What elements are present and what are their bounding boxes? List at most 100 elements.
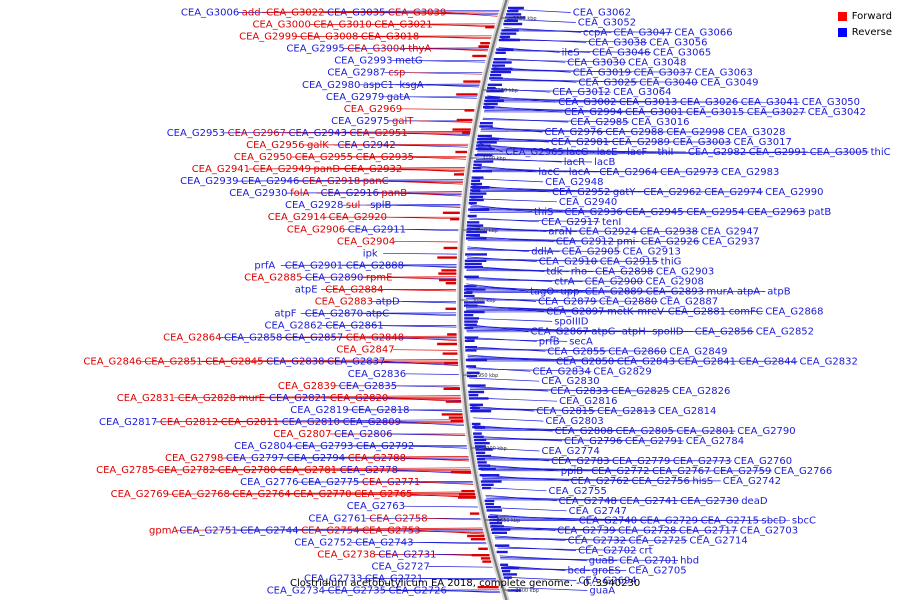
forward-feature — [478, 45, 489, 47]
gene-label: CEA_G2975 — [331, 116, 389, 127]
gene-label: atpE — [295, 285, 318, 296]
gene-label: CEA_G2705 — [628, 566, 686, 577]
forward-feature — [446, 282, 456, 284]
gene-label: CEA_G2861 — [325, 321, 383, 332]
connector-line — [471, 199, 557, 202]
kbp-tick-label: 2850 kbp — [497, 518, 521, 524]
forward-feature — [450, 218, 459, 220]
gene-label: CEA_G2794 — [287, 453, 345, 464]
gene-label: CEA_G2778 — [340, 465, 398, 476]
gene-label: panC — [363, 176, 389, 187]
gene-label: CEA_G2751 — [179, 525, 237, 536]
gene-label: CEA_G2797 — [226, 453, 284, 464]
connector-line — [405, 374, 459, 375]
gene-label: CEA_G2791 — [625, 436, 683, 447]
forward-feature — [442, 413, 463, 415]
legend-item-reverse: Reverse — [838, 24, 892, 40]
reverse-feature — [465, 336, 479, 338]
reverse-feature — [464, 314, 473, 316]
reverse-feature — [464, 304, 478, 306]
gene-label: CEA_G2973 — [660, 167, 718, 178]
gene-label: CEA_G2837 — [327, 357, 385, 368]
gene-label: mreV — [637, 307, 664, 318]
gene-label: CEA_G2771 — [362, 477, 420, 488]
gene-label: CEA_G2738 — [317, 549, 375, 560]
gene-label: CEA_G2916 — [321, 188, 379, 199]
gene-label: CEA_G3018 — [361, 32, 419, 43]
gene-label: CEA_G2839 — [278, 381, 336, 392]
gene-label: CEA_G2942 — [337, 140, 395, 151]
gene-label: CEA_G2950 — [234, 152, 292, 163]
reverse-feature — [501, 29, 518, 31]
gene-label: thiC — [871, 147, 891, 158]
connector-line — [383, 253, 457, 254]
gene-label: CEA_G2868 — [765, 307, 823, 318]
forward-feature — [446, 400, 461, 402]
reverse-feature — [466, 365, 476, 367]
reverse-feature — [487, 509, 502, 511]
gene-label: CEA_G2914 — [268, 212, 326, 223]
gene-label: CEA_G2804 — [234, 441, 292, 452]
gene-label: CEA_G2974 — [704, 187, 762, 198]
gene-label: comFC — [729, 307, 763, 318]
gene-label: CEA_G2731 — [378, 549, 436, 560]
reverse-feature — [489, 77, 503, 79]
forward-feature — [478, 548, 488, 550]
connector-line — [510, 9, 571, 12]
reverse-feature — [492, 532, 507, 534]
gene-label: CEA_G2911 — [348, 224, 406, 235]
gene-label: patB — [808, 207, 831, 218]
legend-label-reverse: Reverse — [852, 27, 892, 38]
gene-label: CEA_G3004 — [347, 44, 405, 55]
kbp-tick-label: 3000 kbp — [472, 298, 496, 304]
gene-label: CEA_G2884 — [325, 285, 383, 296]
gene-label: folA — [290, 188, 309, 199]
gene-label: CEA_G2851 — [144, 357, 202, 368]
forward-feature — [454, 173, 464, 175]
reverse-feature — [476, 148, 495, 150]
gene-label: CEA_G2756 — [632, 476, 690, 487]
reverse-feature — [490, 74, 501, 76]
reverse-feature — [481, 484, 493, 486]
reverse-feature — [501, 32, 517, 34]
gene-label: CEA_G2788 — [348, 453, 406, 464]
gene-label: CEA_G3039 — [388, 8, 446, 19]
gene-label: CEA_G3021 — [374, 20, 432, 31]
reverse-feature — [471, 180, 480, 182]
reverse-feature — [464, 288, 485, 290]
kbp-tick-label: 2950 kbp — [475, 373, 499, 379]
gene-label: CEA_G2810 — [282, 417, 340, 428]
gene-label: CEA_G2937 — [702, 237, 760, 248]
gene-label: CEA_G2955 — [295, 152, 353, 163]
gene-label: CEA_G2990 — [765, 187, 823, 198]
gene-label: spoIID — [652, 326, 684, 337]
gene-label: metK — [607, 307, 634, 318]
gene-label: CEA_G2954 — [686, 207, 744, 218]
gene-label: CEA_G3006 — [181, 8, 239, 19]
reverse-feature — [465, 266, 484, 268]
forward-feature — [453, 128, 471, 130]
gene-label: CEA_G3035 — [327, 8, 385, 19]
gene-label: CEA_G2730 — [680, 496, 738, 507]
gene-label: add — [242, 8, 261, 19]
gene-label: panD — [314, 164, 341, 175]
reverse-feature — [469, 394, 479, 396]
forward-feature — [472, 55, 486, 57]
connector-line — [404, 506, 478, 507]
gene-label: CEA_G2766 — [774, 466, 832, 477]
reverse-feature — [473, 164, 482, 166]
reverse-feature — [484, 100, 504, 102]
reverse-feature — [493, 61, 512, 63]
connector-line — [466, 318, 552, 321]
legend-label-forward: Forward — [852, 11, 892, 22]
gene-label: CEA_G2744 — [240, 525, 298, 536]
gene-label: CEA_G2765 — [354, 489, 412, 500]
forward-feature — [467, 535, 484, 537]
kbp-tick-label: 3150 kbp — [495, 88, 519, 94]
reverse-feature — [490, 525, 504, 527]
reverse-feature — [469, 202, 477, 204]
reverse-feature — [466, 234, 480, 236]
reverse-feature — [476, 455, 491, 457]
reverse-feature — [470, 186, 489, 188]
gene-label: CEA_G2782 — [157, 465, 215, 476]
